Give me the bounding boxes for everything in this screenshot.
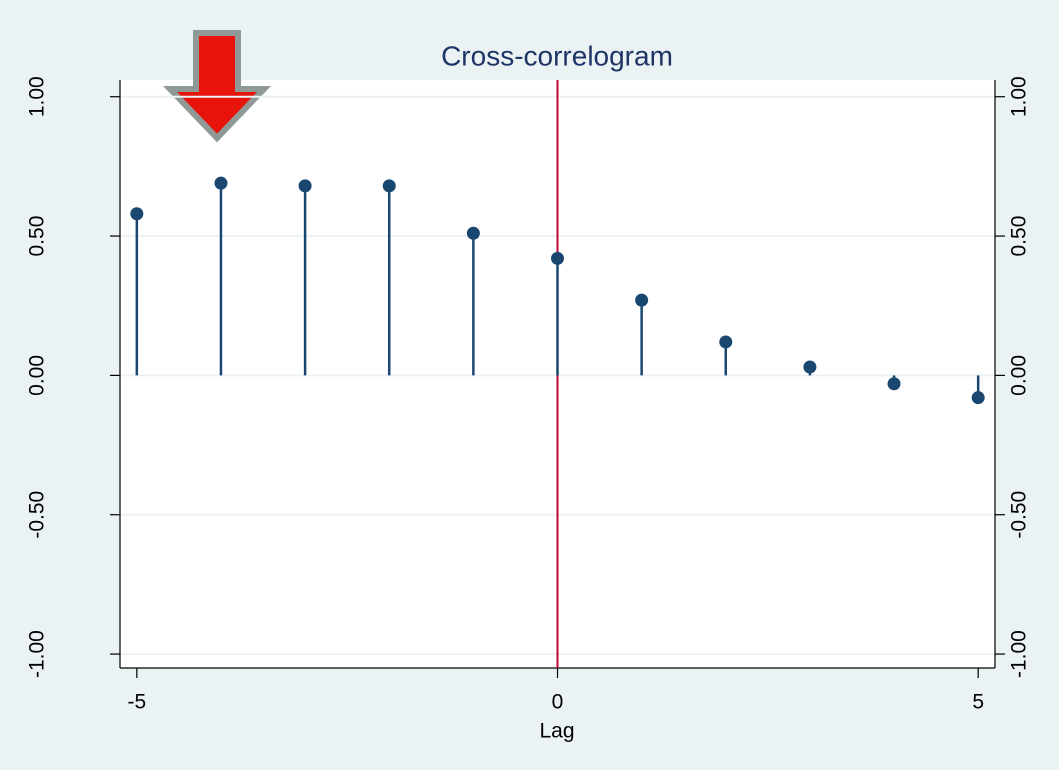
x-tick-label: -5 — [127, 691, 146, 714]
y-tick-label: -0.50 — [26, 491, 49, 539]
chart-title: Cross-correlogram — [441, 40, 673, 71]
y2-tick-label: 1.00 — [1008, 76, 1031, 117]
marker — [130, 207, 144, 221]
marker — [466, 226, 480, 240]
y2-tick-label: 0.00 — [1008, 355, 1031, 396]
marker — [298, 179, 312, 193]
y2-tick-label: 0.50 — [1008, 216, 1031, 257]
x-tick-label: 5 — [972, 691, 984, 714]
marker — [887, 377, 901, 391]
y-tick-label: 1.00 — [26, 76, 49, 117]
y2-tick-label: -1.00 — [1008, 630, 1031, 678]
marker — [971, 391, 985, 405]
y2-tick-label: -0.50 — [1008, 491, 1031, 539]
marker — [803, 360, 817, 374]
marker — [214, 176, 228, 190]
x-axis-label: Lag — [539, 720, 574, 743]
marker — [551, 251, 564, 265]
y-tick-label: 0.50 — [26, 216, 49, 257]
marker — [719, 335, 733, 349]
annotation-arrow — [162, 30, 272, 143]
y-tick-label: -1.00 — [26, 630, 49, 678]
x-tick-label: 0 — [552, 691, 564, 714]
marker — [382, 179, 396, 193]
y-tick-label: 0.00 — [26, 355, 49, 396]
marker — [635, 293, 649, 307]
